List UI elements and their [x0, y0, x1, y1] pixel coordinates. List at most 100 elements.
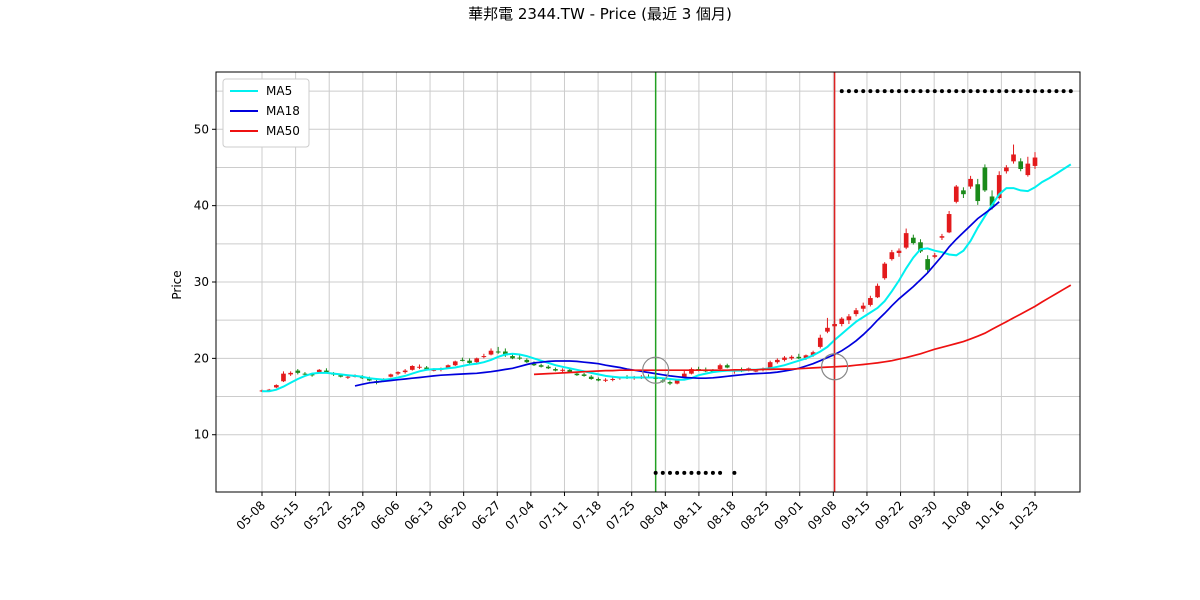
candle [517, 355, 522, 360]
sell-dot [889, 89, 894, 94]
legend-entry: MA18 [230, 104, 300, 118]
sell-dot [875, 89, 880, 94]
legend-entry: MA5 [230, 84, 292, 98]
candle [817, 334, 823, 349]
candle [474, 357, 480, 363]
sell-dot [904, 89, 909, 94]
candle [825, 317, 830, 334]
legend-label: MA18 [266, 104, 300, 118]
sell-dot [954, 89, 959, 94]
candle [524, 358, 530, 363]
candle [775, 358, 780, 364]
candle [488, 348, 494, 356]
candle [939, 233, 945, 240]
y-tick-label: 40 [194, 199, 209, 213]
x-tick-label: 10-16 [973, 498, 1008, 533]
sell-dot [897, 89, 902, 94]
sell-dot [1047, 89, 1052, 94]
x-tick-label: 08-11 [670, 498, 705, 533]
candle [868, 295, 873, 307]
buy-signal-marker [642, 356, 670, 384]
candle [395, 371, 401, 376]
candle [846, 314, 852, 324]
sell-dot [939, 89, 944, 94]
candle [717, 363, 723, 370]
x-tick-label: 09-30 [906, 498, 941, 533]
candle [1018, 158, 1024, 172]
candle [982, 164, 988, 192]
x-tick-label: 10-08 [939, 498, 974, 533]
x-tick-label: 09-22 [872, 498, 907, 533]
candle [588, 375, 594, 380]
candle [767, 360, 773, 369]
x-tick-label: 09-08 [805, 498, 840, 533]
x-tick-label: 10-23 [1007, 498, 1042, 533]
candle [875, 283, 880, 299]
candle [610, 377, 616, 382]
candle [932, 252, 938, 259]
legend-label: MA50 [266, 124, 300, 138]
sell-dot [1061, 89, 1066, 94]
sell-dot [1004, 89, 1009, 94]
candle [896, 248, 902, 257]
x-tick-label: 08-04 [637, 498, 672, 533]
candle [903, 228, 909, 250]
candle [1032, 152, 1038, 169]
series-ma5-line [262, 163, 1072, 393]
candle [975, 178, 981, 205]
candle [545, 365, 551, 370]
candle [889, 249, 895, 261]
sell-dot [947, 89, 952, 94]
candle [1011, 144, 1016, 164]
candle [288, 371, 293, 376]
candle [295, 369, 301, 375]
series-ma50-line [533, 284, 1072, 376]
candle [467, 358, 472, 364]
legend: MA5 MA18 MA50 [222, 78, 310, 148]
candle [782, 356, 787, 362]
candle [953, 185, 959, 204]
buy-dot [675, 470, 680, 475]
legend-label: MA5 [266, 84, 292, 98]
sell-dot [1054, 89, 1059, 94]
candle [1025, 156, 1031, 177]
sell-dot [918, 89, 923, 94]
buy-dot [689, 470, 694, 475]
sell-dot [961, 89, 966, 94]
sell-dot [1033, 89, 1037, 94]
sell-dot [882, 89, 887, 94]
candle [789, 355, 794, 360]
candle [839, 317, 845, 327]
candle [417, 364, 422, 370]
candle [402, 369, 408, 374]
candle [452, 360, 458, 366]
sell-dot [1068, 89, 1073, 94]
sell-dot [990, 89, 995, 94]
x-tick-label: 07-04 [502, 498, 537, 533]
sell-dot [861, 89, 866, 94]
x-tick-label: 07-11 [536, 498, 571, 533]
sell-dot [854, 89, 859, 94]
x-tick-label: 06-13 [402, 498, 437, 533]
x-tick-label: 09-01 [771, 498, 806, 533]
candle [538, 363, 544, 368]
sell-dot [975, 89, 980, 94]
series-ma18-line [354, 201, 1000, 387]
sell-dot [911, 89, 916, 94]
buy-dot [660, 470, 665, 475]
sell-dot [868, 89, 873, 94]
x-tick-label: 06-20 [435, 498, 470, 533]
candle [961, 187, 966, 198]
sell-dot [1025, 89, 1030, 94]
candle [553, 367, 558, 372]
sell-dot [925, 89, 930, 94]
candle [882, 262, 888, 280]
chart-title: 華邦電 2344.TW - Price (最近 3 個月) [468, 5, 732, 23]
candle [968, 175, 973, 189]
sell-dot [932, 89, 937, 94]
candle [560, 368, 565, 373]
x-tick-label: 05-15 [267, 498, 302, 533]
buy-dot [696, 470, 701, 475]
